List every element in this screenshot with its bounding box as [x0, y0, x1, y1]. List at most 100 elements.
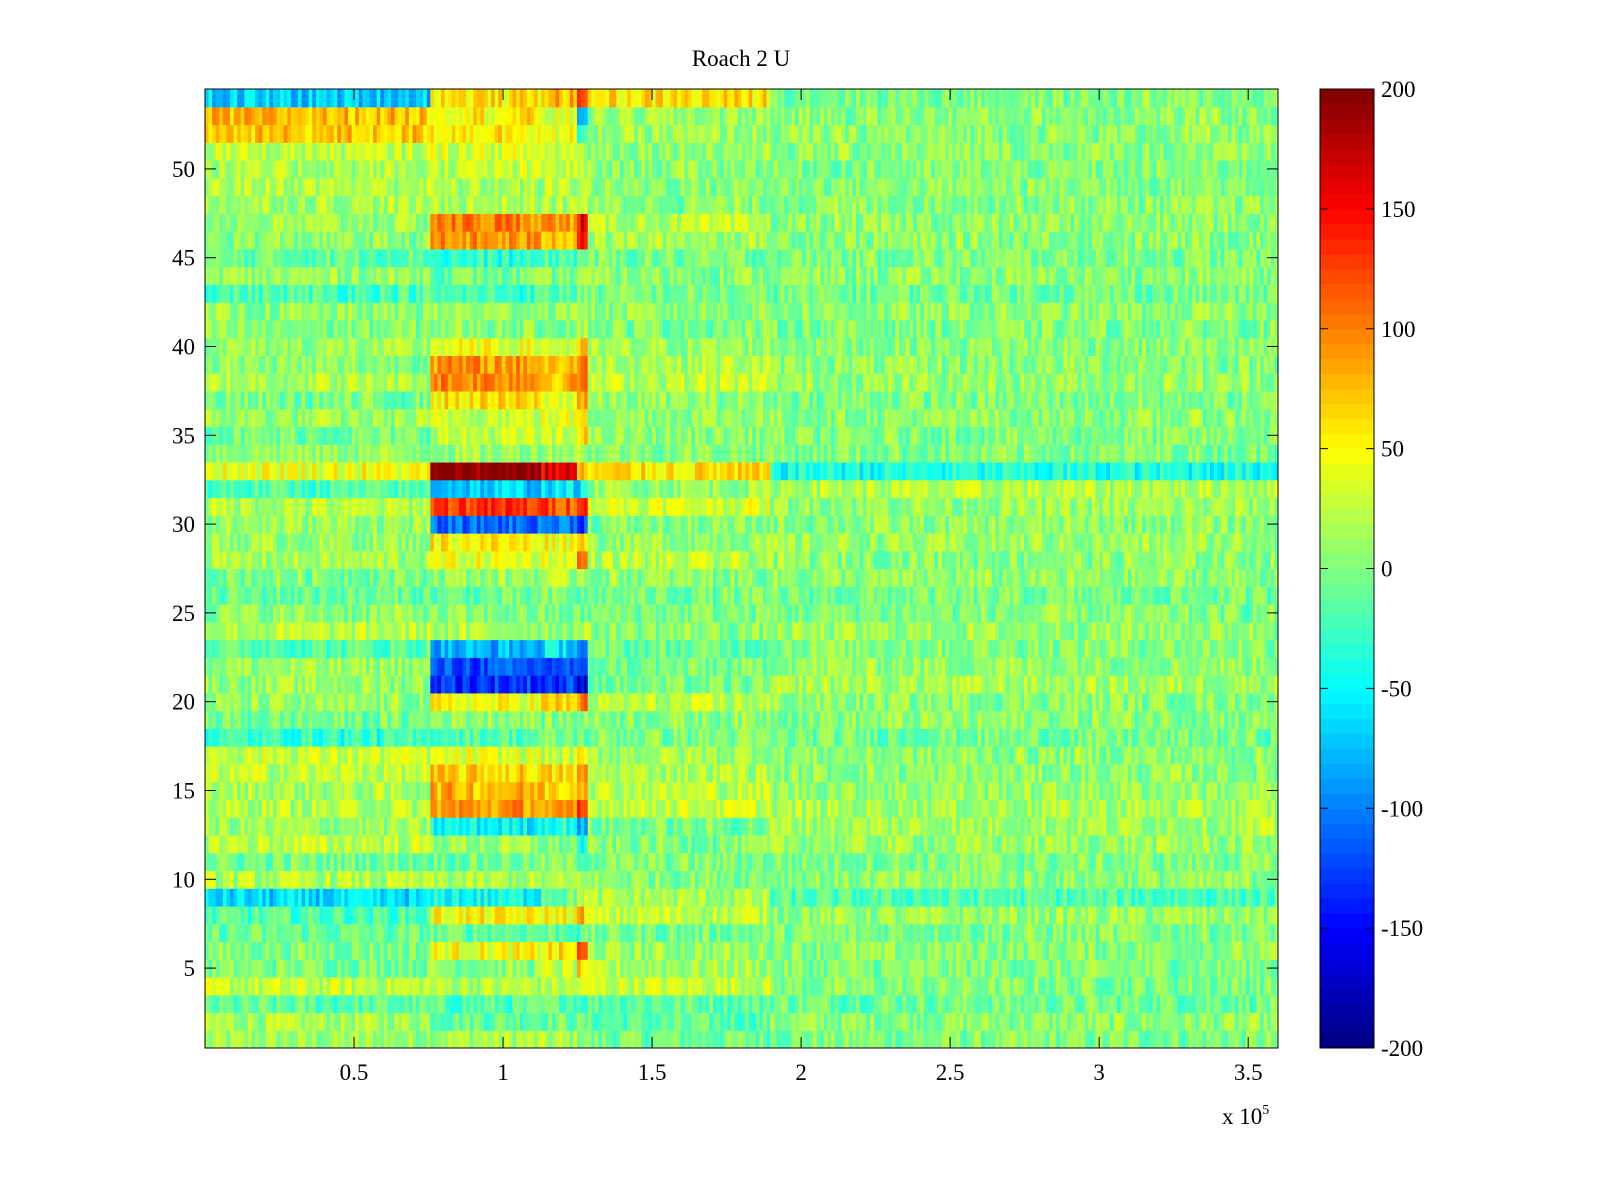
heatmap-cell: [555, 941, 560, 960]
heatmap-cell: [426, 959, 431, 978]
heatmap-cell: [519, 817, 524, 836]
heatmap-cell: [1260, 994, 1265, 1014]
heatmap-cell: [841, 852, 846, 872]
heatmap-cell: [458, 888, 464, 907]
heatmap-cell: [730, 923, 735, 943]
heatmap-cell: [584, 852, 589, 872]
heatmap-cell: [1274, 852, 1278, 872]
heatmap-cell: [1131, 834, 1136, 854]
heatmap-cell: [823, 959, 828, 978]
heatmap-cell: [405, 994, 410, 1014]
heatmap-cell: [226, 746, 231, 765]
heatmap-cell: [673, 763, 678, 783]
heatmap-cell: [1159, 763, 1165, 783]
heatmap-cell: [1041, 888, 1047, 907]
heatmap-cell: [1092, 870, 1097, 889]
heatmap-cell: [308, 905, 313, 925]
heatmap-cell: [780, 1012, 786, 1031]
heatmap-cell: [680, 994, 685, 1014]
heatmap-cell: [1206, 923, 1211, 943]
heatmap-cell: [745, 959, 750, 978]
heatmap-cell: [469, 817, 474, 836]
heatmap-cell: [1152, 817, 1157, 836]
heatmap-cell: [644, 746, 650, 765]
heatmap-cell: [866, 817, 871, 836]
heatmap-cell: [1013, 923, 1018, 943]
heatmap-cell: [1113, 941, 1118, 960]
heatmap-cell: [723, 817, 728, 836]
heatmap-cell: [516, 905, 521, 925]
heatmap-cell: [1188, 781, 1193, 800]
heatmap-cell: [244, 888, 249, 907]
heatmap-cell: [1152, 834, 1157, 854]
heatmap-cell: [788, 852, 793, 872]
heatmap-cell: [559, 817, 564, 836]
heatmap-cell: [1095, 852, 1100, 872]
heatmap-cell: [380, 817, 385, 836]
heatmap-cell: [272, 817, 278, 836]
heatmap-cell: [737, 941, 743, 960]
heatmap-cell: [526, 834, 532, 854]
heatmap-cell: [1031, 781, 1036, 800]
heatmap-cell: [362, 746, 367, 765]
heatmap-cell: [770, 870, 775, 889]
heatmap-cell: [737, 959, 743, 978]
heatmap-cell: [294, 923, 299, 943]
heatmap-cell: [401, 763, 406, 783]
heatmap-cell: [276, 976, 281, 996]
heatmap-cell: [462, 923, 467, 943]
heatmap-cell: [330, 888, 335, 907]
heatmap-cell: [1206, 781, 1211, 800]
heatmap-cell: [1159, 994, 1165, 1014]
heatmap-cell: [827, 817, 832, 836]
heatmap-cell: [938, 976, 943, 996]
heatmap-cell: [952, 1030, 957, 1048]
heatmap-cell: [616, 994, 621, 1014]
heatmap-cell: [655, 834, 660, 854]
heatmap-cell: [276, 834, 281, 854]
heatmap-cell: [501, 763, 507, 783]
heatmap-cell: [312, 941, 317, 960]
heatmap-cell: [834, 799, 839, 818]
heatmap-cell: [555, 781, 560, 800]
heatmap-cell: [956, 834, 961, 854]
heatmap-cell: [1192, 817, 1197, 836]
heatmap-cell: [387, 976, 392, 996]
heatmap-cell: [859, 888, 864, 907]
heatmap-cell: [895, 923, 900, 943]
heatmap-cell: [866, 976, 871, 996]
heatmap-cell: [308, 994, 313, 1014]
heatmap-cell: [1127, 905, 1132, 925]
heatmap-cell: [981, 870, 986, 889]
heatmap-cell: [433, 976, 439, 996]
heatmap-cell: [451, 1012, 456, 1031]
heatmap-cell: [956, 1030, 961, 1048]
heatmap-cell: [755, 852, 760, 872]
heatmap-cell: [791, 888, 796, 907]
heatmap-cell: [687, 941, 693, 960]
heatmap-cell: [1099, 959, 1104, 978]
heatmap-cell: [1227, 1030, 1233, 1048]
heatmap-cell: [365, 888, 371, 907]
heatmap-cell: [766, 763, 771, 783]
heatmap-cell: [448, 959, 453, 978]
heatmap-cell: [977, 817, 982, 836]
heatmap-cell: [1267, 852, 1272, 872]
heatmap-cell: [544, 941, 549, 960]
heatmap-cell: [1088, 799, 1093, 818]
heatmap-cell: [848, 852, 853, 872]
heatmap-cell: [219, 834, 224, 854]
heatmap-cell: [1181, 781, 1186, 800]
heatmap-cell: [426, 1030, 431, 1048]
heatmap-cell: [358, 1012, 363, 1031]
heatmap-cell: [226, 1012, 231, 1031]
heatmap-cell: [1095, 994, 1100, 1014]
heatmap-cell: [319, 941, 324, 960]
heatmap-cell: [469, 1030, 474, 1048]
heatmap-cell: [723, 1012, 728, 1031]
heatmap-cell: [981, 1012, 986, 1031]
heatmap-cell: [973, 941, 979, 960]
heatmap-cell: [412, 763, 417, 783]
heatmap-cell: [290, 746, 296, 765]
heatmap-cell: [1077, 781, 1082, 800]
